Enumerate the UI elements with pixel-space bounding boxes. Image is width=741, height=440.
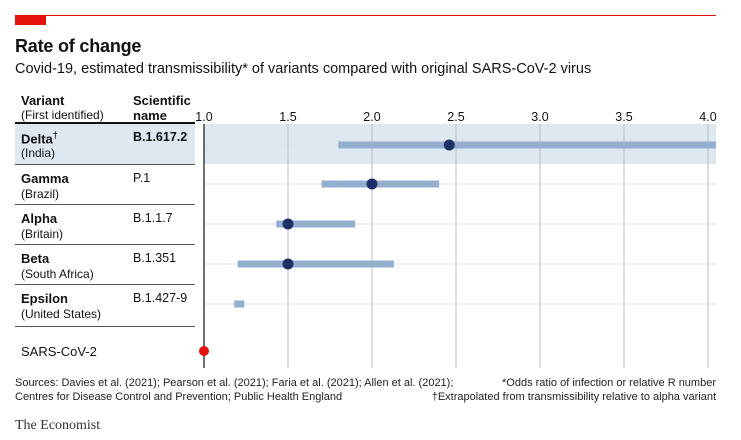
range-bar-gamma — [321, 180, 440, 188]
scientific-header-sublabel: name — [133, 108, 167, 123]
chart-subtitle: Covid-19, estimated transmissibility* of… — [15, 61, 592, 77]
x-tick-label: 2.5 — [447, 110, 464, 124]
variant-name: Beta — [21, 251, 50, 266]
scientific-name: B.1.351 — [133, 251, 177, 265]
estimate-point-alpha — [282, 218, 294, 230]
row-separator — [15, 244, 195, 245]
range-bar-epsilon — [234, 300, 245, 308]
variant-column-header: Variant (First identified) — [21, 93, 104, 123]
scientific-name: B.1.617.2 — [133, 130, 188, 144]
range-bar-alpha — [276, 220, 356, 228]
variant-row-delta: Delta† (India) B.1.617.2 — [15, 124, 195, 164]
variant-name: Epsilon — [21, 291, 68, 306]
x-tick-label: 3.0 — [531, 110, 548, 124]
scientific-name: B.1.1.7 — [133, 211, 173, 225]
baseline-label: SARS-CoV-2 — [21, 344, 97, 359]
estimate-point-gamma — [366, 178, 378, 190]
variant-country: (South Africa) — [21, 267, 94, 281]
range-bar-delta — [338, 141, 716, 149]
footnote-extrapolated: †Extrapolated from transmissibility rela… — [431, 391, 716, 403]
x-tick-label: 4.0 — [699, 110, 716, 124]
row-separator — [15, 284, 195, 285]
estimate-point-beta — [282, 258, 294, 270]
variant-country: (India) — [21, 146, 56, 160]
variant-name: Delta† — [21, 130, 58, 147]
variant-header-sublabel: (First identified) — [21, 108, 104, 122]
x-tick-label: 3.5 — [615, 110, 632, 124]
sources-line-1: Sources: Davies et al. (2021); Pearson e… — [15, 377, 454, 389]
dagger-mark: † — [52, 130, 58, 140]
range-bar-beta — [237, 260, 394, 268]
estimate-point-delta — [443, 139, 455, 151]
header-rule — [15, 122, 195, 124]
variant-row-alpha: Alpha (Britain) B.1.1.7 — [15, 205, 195, 245]
x-tick-label: 1.0 — [195, 110, 212, 124]
chart-title: Rate of change — [15, 36, 142, 56]
baseline-point — [199, 346, 209, 356]
row-separator — [15, 326, 195, 327]
scientific-header-label: Scientific — [133, 93, 191, 108]
footnote-odds-ratio: *Odds ratio of infection or relative R n… — [502, 377, 716, 389]
top-rule — [15, 15, 716, 16]
variant-country: (United States) — [21, 307, 102, 321]
variant-name: Alpha — [21, 211, 58, 226]
variant-country: (Britain) — [21, 227, 64, 241]
variant-row-beta: Beta (South Africa) B.1.351 — [15, 245, 195, 285]
scientific-name: B.1.427-9 — [133, 291, 188, 305]
variant-name: Gamma — [21, 171, 69, 186]
variant-country: (Brazil) — [21, 187, 59, 201]
brand-red-tag — [15, 15, 46, 25]
brand-logo-text: The Economist — [15, 418, 101, 433]
variant-row-gamma: Gamma (Brazil) P.1 — [15, 165, 195, 205]
row-separator — [15, 164, 195, 165]
x-tick-label: 2.0 — [363, 110, 380, 124]
variant-header-label: Variant — [21, 93, 65, 108]
scientific-name: P.1 — [133, 171, 151, 185]
sources-line-2: Centres for Disease Control and Preventi… — [15, 391, 343, 403]
row-separator — [15, 204, 195, 205]
scientific-column-header: Scientific name — [133, 93, 191, 123]
variant-row-epsilon: Epsilon (United States) B.1.427-9 — [15, 285, 195, 325]
x-tick-label: 1.5 — [279, 110, 296, 124]
